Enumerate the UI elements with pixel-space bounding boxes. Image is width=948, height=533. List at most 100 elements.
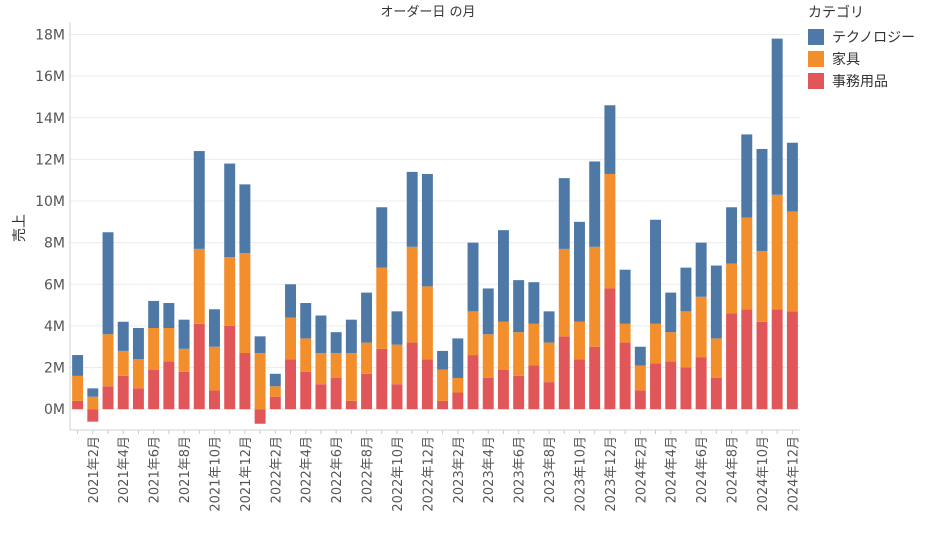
bar-segment[interactable] bbox=[786, 311, 798, 410]
bar-segment[interactable] bbox=[680, 367, 692, 410]
bar-segment[interactable] bbox=[193, 248, 205, 324]
bar-segment[interactable] bbox=[132, 328, 144, 360]
bar-segment[interactable] bbox=[497, 230, 509, 322]
bar-segment[interactable] bbox=[72, 400, 84, 410]
bar-segment[interactable] bbox=[482, 288, 494, 335]
bar-segment[interactable] bbox=[650, 363, 661, 410]
bar-segment[interactable] bbox=[224, 325, 236, 410]
bar-segment[interactable] bbox=[315, 352, 327, 385]
bar-segment[interactable] bbox=[300, 338, 312, 372]
bar-segment[interactable] bbox=[421, 286, 433, 360]
bar-segment[interactable] bbox=[574, 321, 585, 360]
bar-segment[interactable] bbox=[619, 342, 631, 410]
bar-segment[interactable] bbox=[239, 184, 251, 254]
bar-segment[interactable] bbox=[269, 386, 281, 397]
bar-segment[interactable] bbox=[345, 400, 357, 410]
bar-segment[interactable] bbox=[726, 313, 738, 410]
bar-segment[interactable] bbox=[665, 361, 677, 410]
bar-segment[interactable] bbox=[163, 303, 175, 328]
bar-segment[interactable] bbox=[209, 390, 220, 410]
bar-segment[interactable] bbox=[285, 284, 296, 318]
bar-segment[interactable] bbox=[72, 375, 84, 401]
bar-segment[interactable] bbox=[589, 246, 601, 347]
bar-segment[interactable] bbox=[163, 361, 175, 410]
bar-segment[interactable] bbox=[345, 352, 357, 401]
bar-segment[interactable] bbox=[117, 321, 129, 351]
bar-segment[interactable] bbox=[269, 373, 281, 387]
bar-segment[interactable] bbox=[361, 292, 373, 343]
bar-segment[interactable] bbox=[710, 377, 722, 410]
bar-segment[interactable] bbox=[345, 319, 357, 353]
bar-segment[interactable] bbox=[437, 350, 449, 370]
bar-segment[interactable] bbox=[786, 142, 798, 212]
bar-segment[interactable] bbox=[619, 269, 631, 324]
bar-segment[interactable] bbox=[330, 332, 342, 353]
bar-segment[interactable] bbox=[513, 280, 525, 333]
bar-segment[interactable] bbox=[604, 173, 616, 289]
bar-segment[interactable] bbox=[452, 338, 464, 378]
bar-segment[interactable] bbox=[467, 355, 479, 410]
bar-segment[interactable] bbox=[589, 161, 601, 247]
bar-segment[interactable] bbox=[634, 346, 646, 366]
bar-segment[interactable] bbox=[452, 392, 464, 410]
bar-segment[interactable] bbox=[497, 321, 509, 370]
bar-segment[interactable] bbox=[102, 386, 114, 410]
bar-segment[interactable] bbox=[650, 219, 661, 324]
bar-segment[interactable] bbox=[239, 253, 251, 353]
bar-segment[interactable] bbox=[558, 178, 570, 249]
bar-segment[interactable] bbox=[330, 352, 342, 378]
bar-segment[interactable] bbox=[224, 163, 236, 258]
legend-item-technology[interactable]: テクノロジー bbox=[808, 26, 946, 48]
bar-segment[interactable] bbox=[695, 242, 707, 297]
bar-segment[interactable] bbox=[193, 151, 205, 249]
bar-segment[interactable] bbox=[209, 346, 220, 391]
bar-segment[interactable] bbox=[756, 250, 768, 322]
bar-segment[interactable] bbox=[300, 303, 312, 339]
bar-segment[interactable] bbox=[178, 319, 190, 349]
bar-segment[interactable] bbox=[665, 332, 677, 362]
legend-item-furniture[interactable]: 家具 bbox=[808, 48, 946, 70]
bar-segment[interactable] bbox=[421, 173, 433, 287]
bar-segment[interactable] bbox=[391, 384, 403, 410]
bar-segment[interactable] bbox=[254, 409, 266, 424]
bar-segment[interactable] bbox=[558, 248, 570, 337]
bar-segment[interactable] bbox=[574, 221, 585, 322]
bar-segment[interactable] bbox=[574, 359, 585, 410]
bar-segment[interactable] bbox=[117, 375, 129, 410]
bar-segment[interactable] bbox=[300, 371, 312, 410]
bar-segment[interactable] bbox=[163, 328, 175, 362]
bar-segment[interactable] bbox=[497, 369, 509, 410]
bar-segment[interactable] bbox=[604, 288, 616, 410]
bar-segment[interactable] bbox=[421, 359, 433, 410]
bar-segment[interactable] bbox=[391, 344, 403, 385]
bar-segment[interactable] bbox=[528, 282, 540, 324]
bar-segment[interactable] bbox=[756, 148, 768, 251]
bar-segment[interactable] bbox=[148, 369, 160, 410]
bar-segment[interactable] bbox=[132, 388, 144, 410]
bar-segment[interactable] bbox=[604, 105, 616, 174]
bar-segment[interactable] bbox=[376, 348, 388, 410]
bar-segment[interactable] bbox=[376, 267, 388, 349]
legend-item-office-supplies[interactable]: 事務用品 bbox=[808, 70, 946, 92]
bar-segment[interactable] bbox=[467, 311, 479, 356]
bar-segment[interactable] bbox=[239, 352, 251, 410]
bar-segment[interactable] bbox=[680, 311, 692, 368]
bar-segment[interactable] bbox=[330, 377, 342, 410]
bar-segment[interactable] bbox=[513, 332, 525, 376]
bar-segment[interactable] bbox=[132, 359, 144, 389]
bar-segment[interactable] bbox=[710, 338, 722, 378]
bar-segment[interactable] bbox=[87, 388, 99, 397]
bar-segment[interactable] bbox=[406, 342, 418, 410]
bar-segment[interactable] bbox=[665, 292, 677, 333]
bar-segment[interactable] bbox=[87, 396, 99, 410]
bar-segment[interactable] bbox=[193, 323, 205, 410]
bar-segment[interactable] bbox=[786, 211, 798, 312]
bar-segment[interactable] bbox=[102, 334, 114, 387]
bar-segment[interactable] bbox=[178, 371, 190, 410]
bar-segment[interactable] bbox=[558, 336, 570, 410]
bar-segment[interactable] bbox=[695, 296, 707, 358]
bar-segment[interactable] bbox=[224, 257, 236, 326]
bar-segment[interactable] bbox=[619, 323, 631, 343]
bar-segment[interactable] bbox=[680, 267, 692, 312]
bar-segment[interactable] bbox=[543, 382, 555, 410]
